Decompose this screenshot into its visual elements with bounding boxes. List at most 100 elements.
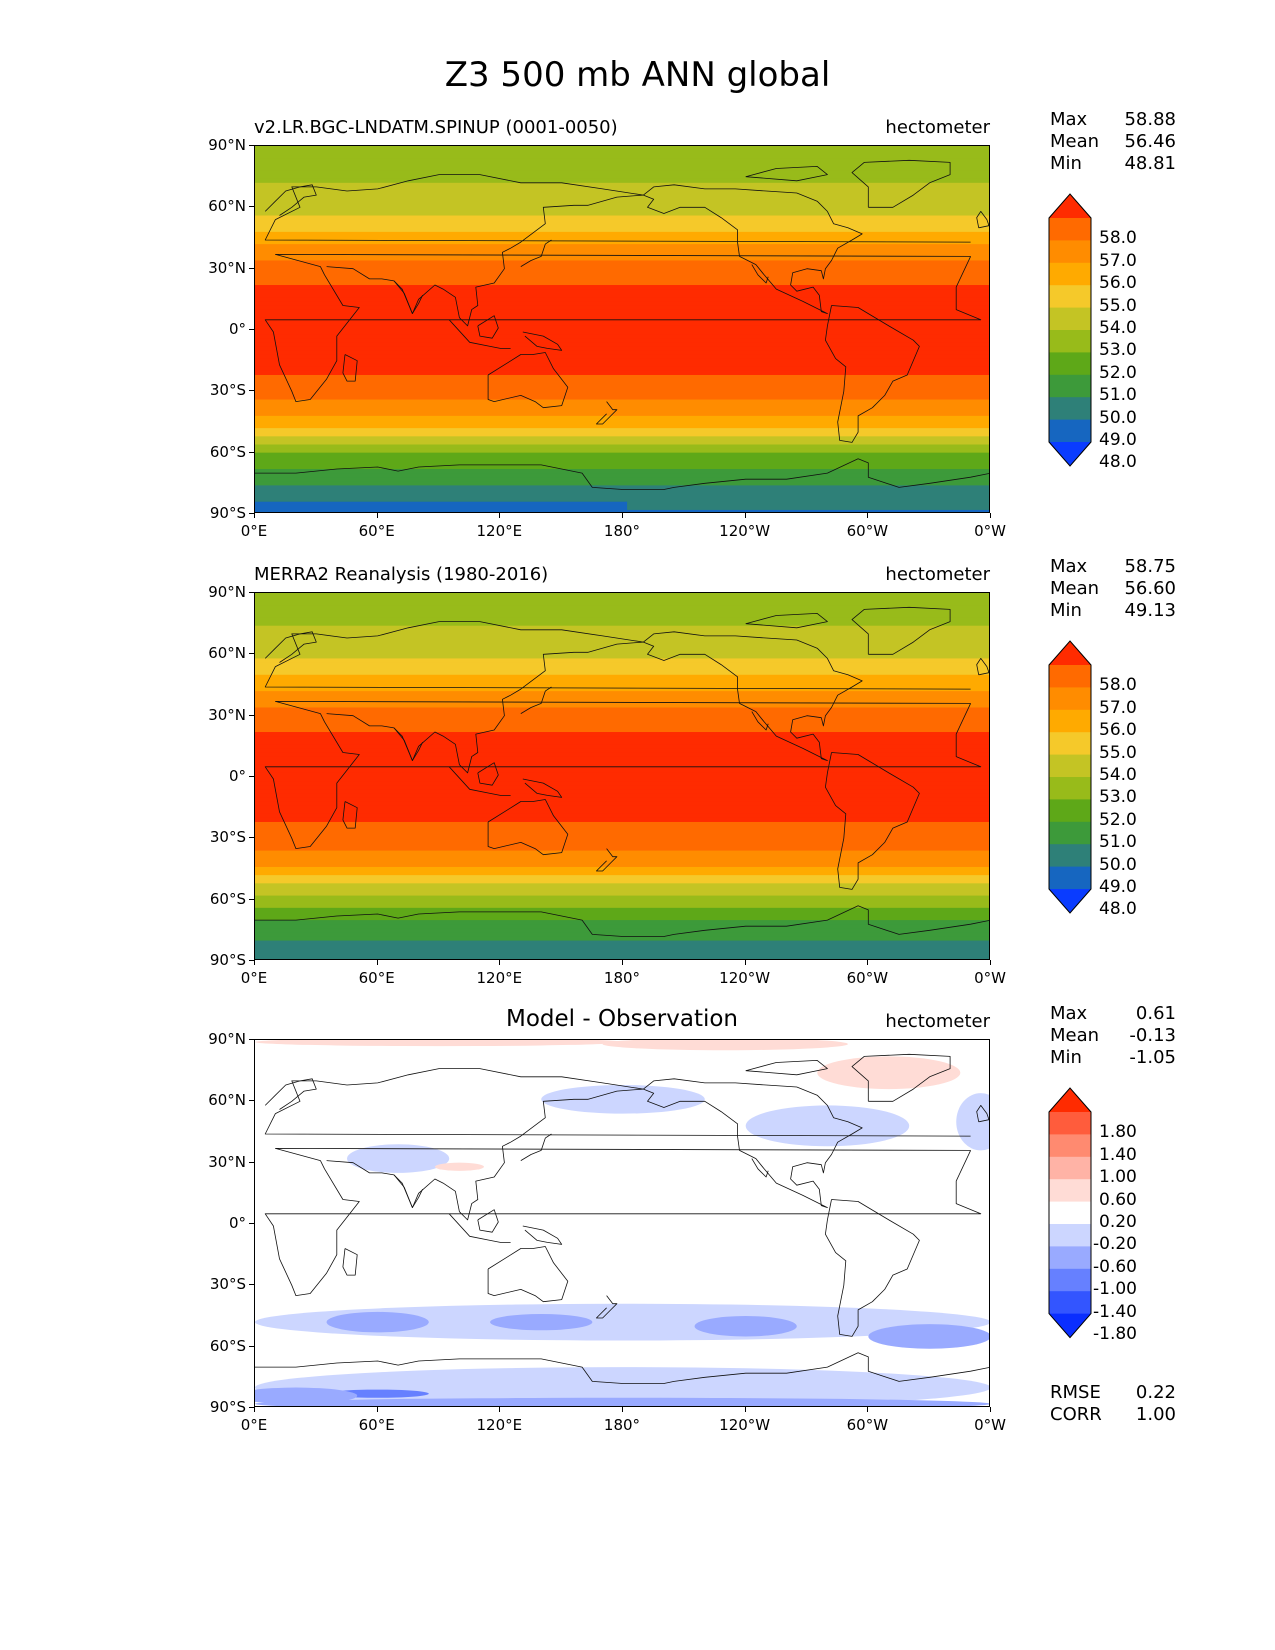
map-svg bbox=[255, 146, 989, 512]
contour-band bbox=[255, 424, 989, 429]
contour-band bbox=[255, 895, 989, 901]
contour-band bbox=[255, 887, 989, 893]
stat-value: 49.13 bbox=[1124, 600, 1176, 621]
colorbar-tick-label: -1.00 bbox=[1093, 1279, 1137, 1300]
colorbar-swatch bbox=[1049, 821, 1091, 845]
stat-row: Max 58.75 bbox=[1050, 556, 1176, 578]
contour-band bbox=[255, 203, 989, 208]
contour-band bbox=[255, 903, 989, 909]
contour-band bbox=[255, 948, 989, 954]
colorbar-swatch bbox=[1049, 687, 1091, 711]
contour-band bbox=[255, 642, 989, 647]
x-tick bbox=[376, 513, 378, 518]
coastline-segment bbox=[751, 711, 769, 731]
y-tick-label: 30°N bbox=[208, 258, 246, 277]
contour-band bbox=[255, 834, 989, 839]
contour-band bbox=[255, 727, 989, 733]
panel-title: v2.LR.BGC-LNDATM.SPINUP (0001-0050) bbox=[254, 117, 618, 138]
y-tick bbox=[249, 267, 254, 269]
contour-band bbox=[255, 383, 989, 388]
contour-band bbox=[255, 244, 989, 249]
x-tick-label: 120°E bbox=[476, 522, 523, 540]
map-svg bbox=[255, 1040, 989, 1406]
anomaly-region bbox=[255, 1387, 358, 1404]
coastline-segment bbox=[596, 401, 618, 425]
colorbar-swatch bbox=[1049, 1201, 1091, 1225]
x-tick-label: 120°E bbox=[476, 1416, 523, 1434]
stat-row: Mean -0.13 bbox=[1050, 1025, 1176, 1047]
contour-band bbox=[255, 793, 989, 799]
coastline-segment bbox=[825, 1199, 920, 1337]
contour-band bbox=[255, 862, 989, 868]
x-tick-label: 180° bbox=[603, 522, 641, 540]
coastline-segment bbox=[255, 1352, 989, 1384]
contour-band bbox=[255, 629, 989, 635]
contour-band bbox=[255, 252, 989, 257]
contour-band bbox=[255, 485, 989, 491]
colorbar-swatch bbox=[1049, 1179, 1091, 1202]
x-tick bbox=[376, 1407, 378, 1412]
contour-band bbox=[255, 858, 989, 864]
contour-band bbox=[255, 170, 989, 176]
contour-band bbox=[255, 682, 989, 688]
stat-value: 58.75 bbox=[1124, 556, 1176, 577]
contour-band bbox=[255, 772, 989, 778]
contour-band bbox=[255, 805, 989, 811]
coastline-segment bbox=[976, 1105, 989, 1123]
colorbar-extend-min bbox=[1049, 1313, 1091, 1338]
y-tick bbox=[249, 329, 254, 330]
colorbar-tick-label: -0.60 bbox=[1093, 1256, 1137, 1277]
colorbar-extend-max bbox=[1049, 194, 1091, 218]
contour-band bbox=[255, 723, 989, 729]
colorbar-tick-label: 53.0 bbox=[1099, 787, 1137, 808]
contour-band bbox=[255, 444, 989, 450]
coastline-segment bbox=[522, 331, 563, 351]
x-tick-label: 0°E bbox=[240, 522, 268, 540]
y-tick-label: 30°N bbox=[208, 705, 246, 724]
contour-band bbox=[255, 464, 989, 470]
contour-band bbox=[255, 646, 989, 651]
contour-band bbox=[255, 411, 989, 417]
stat-value: 56.60 bbox=[1124, 578, 1176, 599]
contour-band bbox=[255, 477, 989, 482]
contour-band bbox=[255, 633, 989, 639]
colorbar-tick-label: 1.40 bbox=[1099, 1144, 1137, 1165]
contour-band bbox=[255, 256, 989, 262]
contour-band bbox=[255, 678, 989, 684]
coastline-segment bbox=[342, 1248, 358, 1276]
contour-band bbox=[255, 846, 989, 852]
coastline-segment bbox=[264, 1078, 317, 1110]
contour-band bbox=[255, 687, 989, 692]
contour-band bbox=[255, 854, 989, 860]
map-plot bbox=[254, 1039, 990, 1407]
x-tick-label: 0°W bbox=[974, 1416, 1006, 1434]
colorbar bbox=[1048, 640, 1092, 918]
contour-band bbox=[255, 436, 989, 441]
contour-band bbox=[255, 391, 989, 397]
colorbar-tick-label: 52.0 bbox=[1099, 362, 1137, 383]
contour-band bbox=[255, 215, 989, 221]
contour-band bbox=[255, 732, 989, 737]
colorbar-extend-min bbox=[1049, 889, 1091, 913]
contour-band bbox=[255, 178, 989, 184]
colorbar-tick-label: -1.40 bbox=[1093, 1301, 1137, 1322]
coastline-segment bbox=[745, 166, 828, 182]
y-tick bbox=[249, 145, 254, 146]
colorbar-tick-label: 56.0 bbox=[1099, 273, 1137, 294]
coastline-segment bbox=[448, 319, 511, 349]
contour-band bbox=[255, 260, 989, 266]
colorbar-tick-label: 49.0 bbox=[1099, 430, 1137, 450]
colorbar-tick-label: 54.0 bbox=[1099, 318, 1137, 338]
contour-band bbox=[255, 662, 989, 668]
contour-band bbox=[255, 609, 989, 615]
x-tick bbox=[254, 513, 255, 518]
contour-band bbox=[255, 469, 989, 474]
contour-band bbox=[255, 777, 989, 782]
coastline-segment bbox=[520, 1133, 552, 1161]
anomaly-region bbox=[255, 1303, 989, 1341]
y-tick-label: 30°S bbox=[209, 381, 246, 400]
y-tick-label: 90°S bbox=[209, 1398, 246, 1416]
x-tick bbox=[622, 960, 623, 965]
x-tick bbox=[254, 960, 255, 965]
x-tick bbox=[622, 513, 623, 518]
